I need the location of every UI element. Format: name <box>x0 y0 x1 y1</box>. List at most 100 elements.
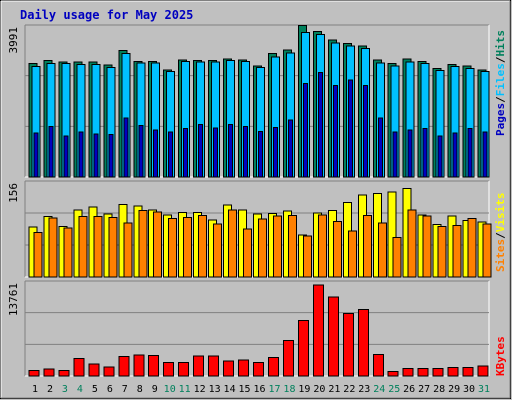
bar-pages-day-8 <box>138 125 144 178</box>
bar-pages-day-21 <box>332 85 338 178</box>
x-tick-label: 8 <box>137 384 143 395</box>
bar-kbytes-day-undefined <box>417 367 429 377</box>
bar-kbytes-day-undefined <box>282 339 294 377</box>
bar-pages-day-12 <box>198 123 204 178</box>
x-tick-label: 1 <box>32 384 38 395</box>
bar-pages-day-1 <box>33 132 39 178</box>
x-tick-label: 6 <box>107 384 113 395</box>
bar-sites-day-undefined <box>108 216 118 278</box>
bar-kbytes-day-undefined <box>253 362 265 377</box>
y-max-label-top: 3991 <box>7 27 20 54</box>
bar-sites-day-undefined <box>467 218 477 278</box>
bar-kbytes-day-undefined <box>148 354 160 377</box>
x-tick-label: 19 <box>298 384 310 395</box>
bar-kbytes-day-undefined <box>372 353 384 377</box>
x-tick-label: 17 <box>268 384 280 395</box>
bar-pages-day-14 <box>228 123 234 178</box>
legend-entry-files: Files <box>494 63 507 96</box>
bar-kbytes-day-undefined <box>402 367 414 377</box>
x-tick-label: 10 <box>164 384 176 395</box>
x-tick-label: 11 <box>179 384 191 395</box>
bar-kbytes-day-undefined <box>342 312 354 377</box>
bar-sites-day-undefined <box>362 214 372 278</box>
legend-separator: / <box>494 56 507 63</box>
bar-pages-day-11 <box>183 127 189 178</box>
bar-kbytes-day-undefined <box>43 368 55 377</box>
bar-pages-day-30 <box>467 127 473 178</box>
bar-sites-day-undefined <box>317 214 327 278</box>
bar-sites-day-undefined <box>258 218 268 278</box>
bar-pages-day-2 <box>48 126 54 178</box>
bar-kbytes-day-undefined <box>103 366 115 377</box>
x-tick-label: 22 <box>343 384 355 395</box>
x-tick-label: 7 <box>122 384 128 395</box>
bar-pages-day-25 <box>392 131 398 178</box>
bar-pages-day-27 <box>422 127 428 178</box>
bar-pages-day-7 <box>123 117 129 178</box>
x-tick-label: 9 <box>152 384 158 395</box>
bar-kbytes-day-undefined <box>133 354 145 377</box>
plot-area-bottom <box>25 281 489 376</box>
bar-sites-day-undefined <box>452 224 462 278</box>
bar-sites-day-undefined <box>437 226 447 278</box>
bar-sites-day-undefined <box>482 223 492 278</box>
bar-kbytes-day-undefined <box>297 319 309 377</box>
x-tick-label: 2 <box>47 384 53 395</box>
bar-pages-day-17 <box>272 126 278 178</box>
x-tick-label: 24 <box>373 384 385 395</box>
bar-kbytes-day-undefined <box>327 296 339 377</box>
bar-pages-day-3 <box>63 135 69 178</box>
bar-pages-day-10 <box>168 131 174 178</box>
bar-pages-day-16 <box>258 130 264 178</box>
x-tick-label: 20 <box>313 384 325 395</box>
bar-kbytes-day-undefined <box>58 369 70 377</box>
bar-kbytes-day-undefined <box>312 284 324 377</box>
x-tick-label: 29 <box>448 384 460 395</box>
bar-sites-day-undefined <box>183 216 193 278</box>
bar-sites-day-undefined <box>198 214 208 278</box>
bar-kbytes-day-undefined <box>238 359 250 377</box>
bar-sites-day-undefined <box>228 209 238 278</box>
x-tick-label: 14 <box>224 384 236 395</box>
x-tick-label: 16 <box>253 384 265 395</box>
legend-separator: / <box>494 232 507 239</box>
bar-kbytes-day-undefined <box>447 367 459 377</box>
bar-visits-day-undefined <box>387 191 397 278</box>
x-tick-label: 25 <box>388 384 400 395</box>
bar-kbytes-day-undefined <box>88 363 100 377</box>
bar-pages-day-28 <box>437 135 443 178</box>
bar-pages-day-15 <box>243 125 249 178</box>
bar-kbytes-day-undefined <box>73 358 85 377</box>
bar-sites-day-undefined <box>287 214 297 278</box>
x-tick-label: 31 <box>478 384 490 395</box>
bar-pages-day-9 <box>153 129 159 178</box>
bar-sites-day-undefined <box>153 211 163 278</box>
bar-kbytes-day-undefined <box>193 355 205 377</box>
bar-kbytes-day-undefined <box>28 369 40 377</box>
x-tick-label: 5 <box>92 384 98 395</box>
bar-sites-day-undefined <box>93 216 103 278</box>
bar-sites-day-undefined <box>243 228 253 278</box>
y-max-label-middle: 156 <box>7 183 20 203</box>
bar-pages-day-18 <box>287 119 293 178</box>
bar-pages-day-5 <box>93 133 99 178</box>
bar-sites-day-undefined <box>302 235 312 278</box>
bar-kbytes-day-undefined <box>462 367 474 377</box>
y-max-label-bottom: 13761 <box>7 283 20 316</box>
x-tick-label: 21 <box>328 384 340 395</box>
bar-sites-day-undefined <box>78 216 88 278</box>
bar-pages-day-4 <box>78 131 84 178</box>
bar-pages-day-31 <box>482 131 488 178</box>
bar-pages-day-29 <box>452 132 458 178</box>
legend-middle: Sites/Visits <box>494 193 507 273</box>
bar-kbytes-day-undefined <box>208 355 220 377</box>
bar-pages-day-19 <box>302 83 308 178</box>
legend-bottom: KBytes <box>494 336 507 376</box>
bar-sites-day-undefined <box>272 215 282 278</box>
bar-kbytes-day-undefined <box>267 356 279 377</box>
x-tick-label: 30 <box>463 384 475 395</box>
x-tick-label: 15 <box>239 384 251 395</box>
bar-sites-day-undefined <box>123 222 133 278</box>
legend-top: Pages/Files/Hits <box>494 30 507 136</box>
